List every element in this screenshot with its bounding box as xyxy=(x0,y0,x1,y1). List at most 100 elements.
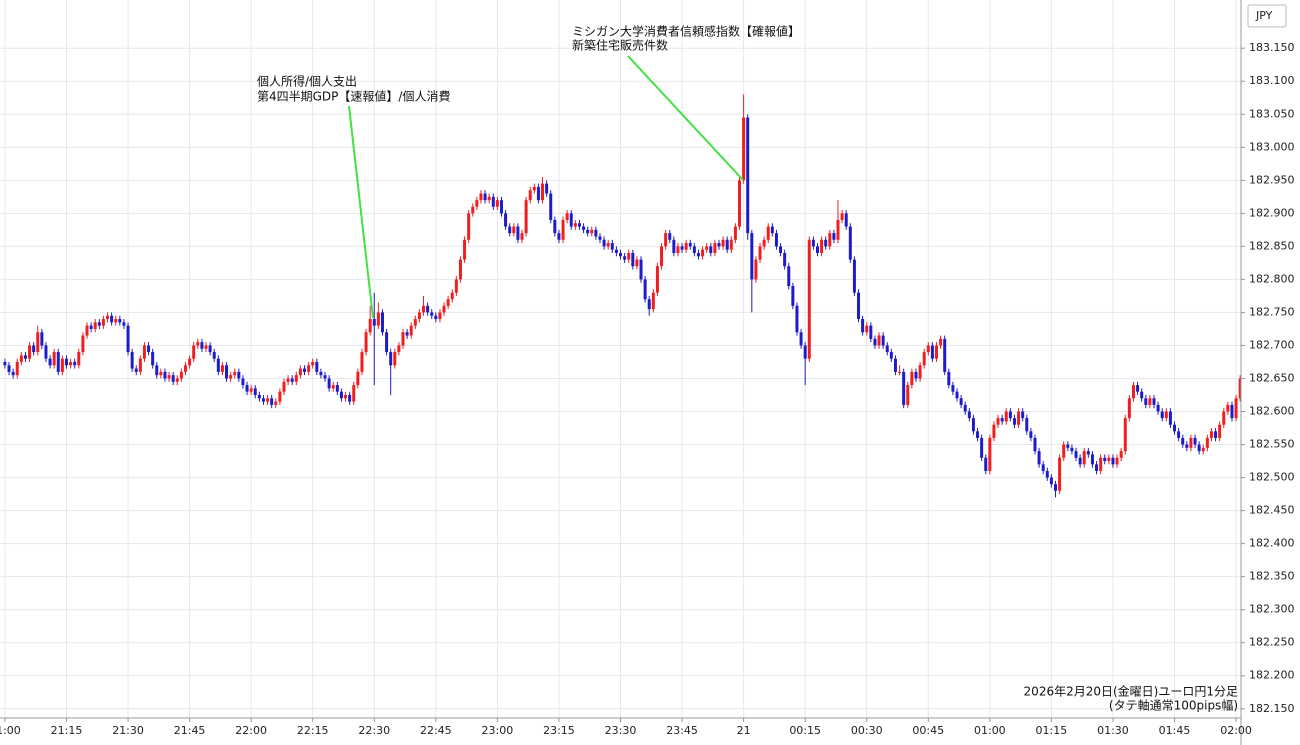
candle-body xyxy=(664,233,668,247)
candle-body xyxy=(417,312,421,320)
candle-body xyxy=(688,243,692,247)
x-tick-label: 23:45 xyxy=(666,724,698,737)
candle-body xyxy=(28,345,32,359)
candle-body xyxy=(495,200,499,207)
candle-body xyxy=(409,325,413,336)
candle-body xyxy=(1205,437,1209,448)
candle-body xyxy=(610,243,614,250)
candle-body xyxy=(1160,411,1164,419)
y-tick-label: 182.400 xyxy=(1249,537,1295,550)
candle-body xyxy=(553,219,557,234)
candle-body xyxy=(1136,385,1140,392)
candle-body xyxy=(241,378,245,386)
candle-body xyxy=(877,335,881,346)
x-tick-label: 02:00 xyxy=(1220,724,1252,737)
candle-body xyxy=(651,292,655,310)
candle-body xyxy=(569,213,573,227)
x-tick-label: 00:15 xyxy=(789,724,821,737)
x-tick-label: 23:00 xyxy=(482,724,514,737)
y-tick-label: 182.800 xyxy=(1249,272,1295,285)
candle-body xyxy=(1168,411,1172,425)
candle-body xyxy=(15,361,19,376)
candle-body xyxy=(64,358,68,366)
candle-body xyxy=(475,200,479,207)
candle-body xyxy=(898,371,902,373)
candle-body xyxy=(56,352,60,372)
candle-body xyxy=(844,213,848,227)
candle-body xyxy=(582,226,586,230)
annotation-pointer xyxy=(627,55,744,181)
candle-body xyxy=(967,411,971,419)
candle-body xyxy=(762,239,766,247)
candle-body xyxy=(3,361,7,366)
candle-body xyxy=(836,219,840,240)
candle-body xyxy=(352,385,356,402)
candle-body xyxy=(1099,457,1103,471)
candle-body xyxy=(914,371,918,379)
candle-body xyxy=(1054,484,1058,491)
candle-body xyxy=(1119,451,1123,458)
candle-body xyxy=(721,239,725,247)
candle-body xyxy=(557,233,561,240)
candle-body xyxy=(902,371,906,405)
candle-body xyxy=(348,394,352,402)
candle-body xyxy=(930,345,934,359)
candle-body xyxy=(594,229,598,237)
x-tick-label: 01:15 xyxy=(1036,724,1068,737)
candle-body xyxy=(81,335,85,353)
candle-body xyxy=(1045,470,1049,478)
candle-body xyxy=(138,358,142,372)
candle-body xyxy=(122,322,126,326)
candle-body xyxy=(479,193,483,201)
candle-body xyxy=(963,404,967,412)
candle-body xyxy=(438,312,442,320)
candle-body xyxy=(577,223,581,227)
candle-body xyxy=(1144,398,1148,405)
candle-body xyxy=(692,246,696,253)
candle-body xyxy=(770,226,774,234)
candle-body xyxy=(483,193,487,201)
candle-body xyxy=(774,233,778,247)
candle-body xyxy=(643,279,647,300)
candle-body xyxy=(114,319,118,323)
candle-body xyxy=(1078,457,1082,465)
y-tick-label: 182.900 xyxy=(1249,206,1295,219)
candle-body xyxy=(89,325,93,329)
candle-body xyxy=(980,437,984,458)
candle-body xyxy=(155,365,159,376)
candle-body xyxy=(885,345,889,353)
candle-body xyxy=(1025,418,1029,432)
x-tick-label: 01:30 xyxy=(1097,724,1129,737)
x-tick-label: 21 xyxy=(737,724,751,737)
candle-body xyxy=(167,375,171,379)
candle-body xyxy=(93,322,97,329)
candle-body xyxy=(803,345,807,359)
candle-body xyxy=(939,338,943,346)
candle-body xyxy=(668,233,672,240)
candle-body xyxy=(368,319,372,333)
candle-body xyxy=(787,266,791,287)
candle-body xyxy=(619,252,622,257)
candle-body xyxy=(467,213,471,240)
annotation-text: 個人所得/個人支出 xyxy=(257,74,357,89)
x-tick-label: 22:00 xyxy=(235,724,267,737)
candle-body xyxy=(1029,431,1033,438)
candle-body xyxy=(442,305,446,313)
candle-body xyxy=(487,196,491,201)
candle-body xyxy=(249,388,253,392)
candle-body xyxy=(532,186,536,191)
candle-body xyxy=(779,246,783,253)
candle-body xyxy=(528,190,532,201)
y-tick-label: 182.650 xyxy=(1249,371,1295,384)
candle-body xyxy=(1111,457,1115,465)
candle-body xyxy=(1074,451,1078,458)
candle-body xyxy=(955,391,959,399)
candle-body xyxy=(204,345,208,349)
candle-body xyxy=(1066,444,1070,448)
candle-body xyxy=(1222,411,1226,425)
candle-body xyxy=(848,226,852,260)
candle-body xyxy=(1062,444,1066,458)
candle-body xyxy=(196,342,200,346)
candle-body xyxy=(274,401,278,405)
